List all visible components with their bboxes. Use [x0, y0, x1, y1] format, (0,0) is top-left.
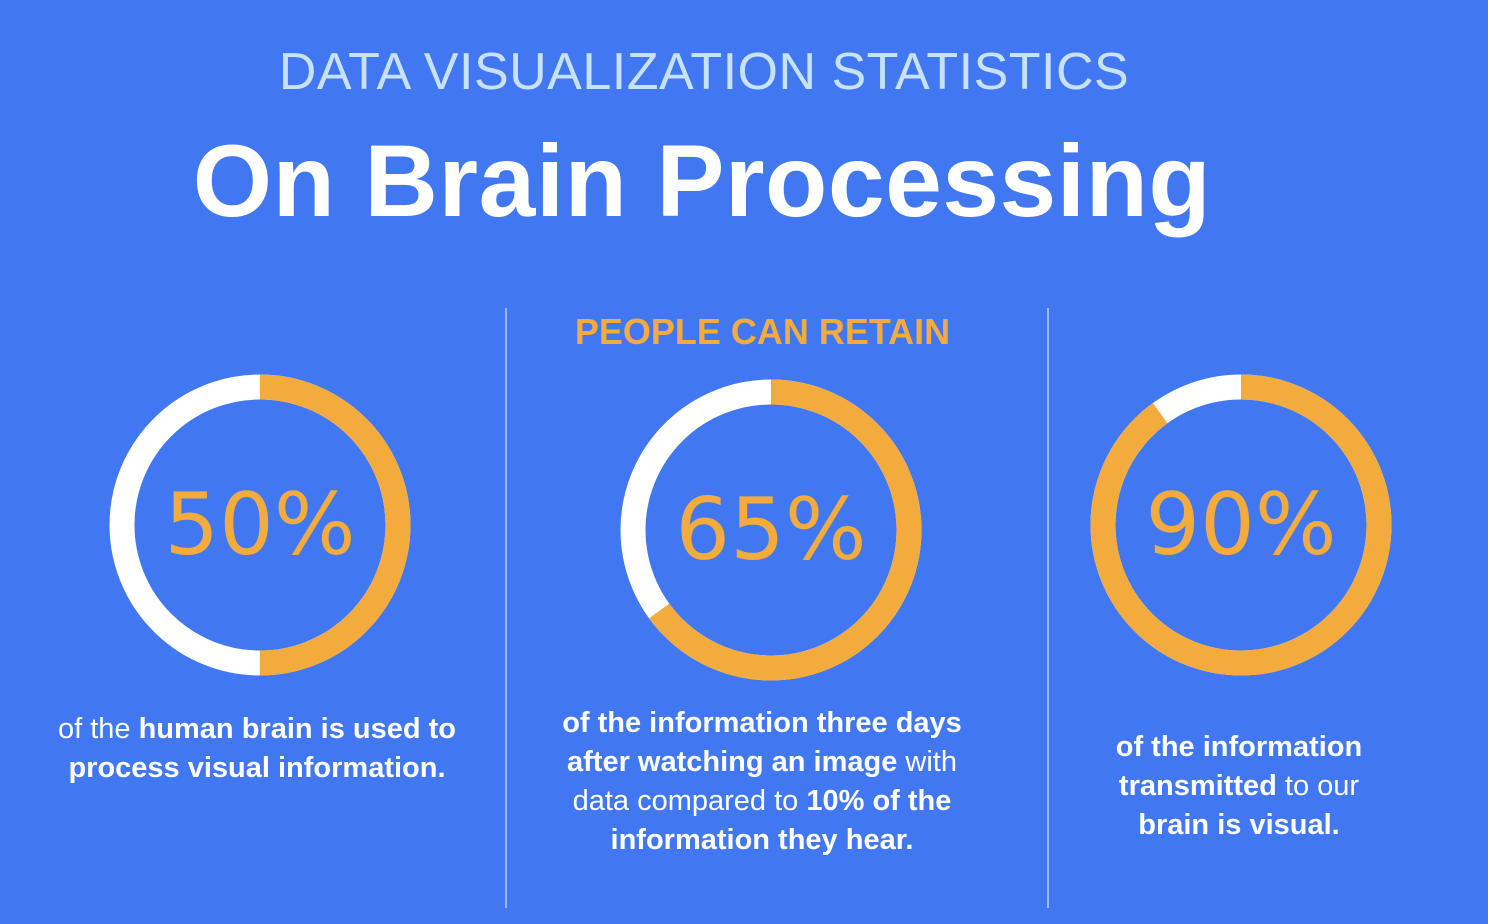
retain-heading: PEOPLE CAN RETAIN: [574, 311, 951, 352]
description-text: human brain is used to process visual in…: [68, 713, 457, 784]
donut-chart-90: 90%: [1090, 374, 1392, 676]
column-divider: [1047, 308, 1049, 908]
donut-svg: [620, 379, 922, 681]
percent-label: 65%: [675, 480, 867, 580]
description-text: 10% of the information they hear.: [610, 785, 952, 856]
percent-label: 50%: [164, 475, 356, 575]
description-text: with data compared to: [572, 746, 957, 817]
column-divider: [505, 308, 507, 908]
donut-value-arc: [109, 374, 411, 676]
stat-description: of the information three days after watc…: [552, 704, 972, 860]
donut-svg: [1090, 374, 1392, 676]
description-text: brain is visual.: [1138, 809, 1340, 841]
description-text: of the: [57, 713, 139, 745]
percent-label: 90%: [1145, 475, 1337, 575]
subtitle: DATA VISUALIZATION STATISTICS: [278, 43, 1130, 101]
donut-chart-65: 65%: [620, 379, 922, 681]
donut-value-arc: [620, 379, 922, 681]
page-title: On Brain Processing: [192, 124, 1212, 238]
donut-chart-50: 50%: [109, 374, 411, 676]
stat-description: of the human brain is used to process vi…: [30, 710, 484, 788]
description-text: of the information transmitted: [1115, 731, 1363, 802]
description-text: of the information three days after watc…: [562, 707, 962, 778]
donut-svg: [109, 374, 411, 676]
donut-value-arc: [1090, 374, 1392, 676]
stat-description: of the information transmitted to our br…: [1080, 728, 1398, 845]
description-text: to our: [1276, 770, 1360, 802]
